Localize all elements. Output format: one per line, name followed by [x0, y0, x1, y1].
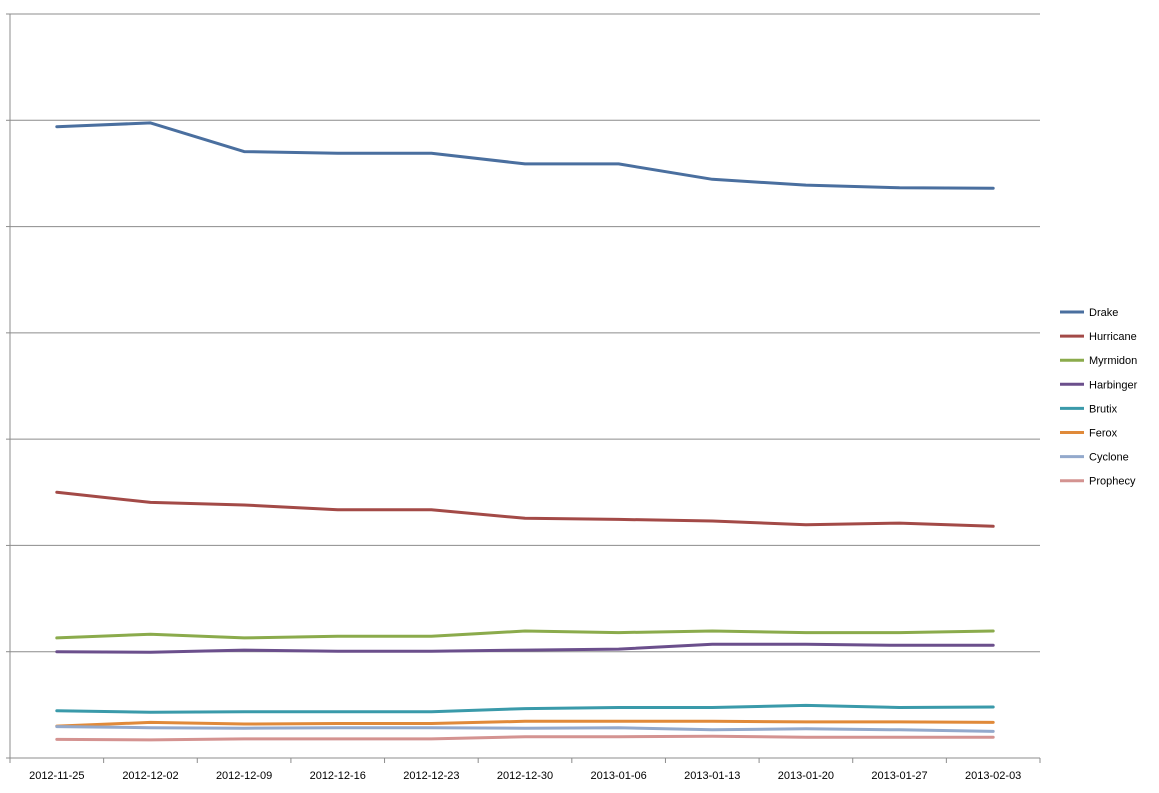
x-tick-label: 2013-01-13 [684, 770, 740, 782]
series-line-prophecy [55, 734, 995, 742]
series-line-drake [55, 121, 995, 190]
x-tick-label: 2013-02-03 [965, 770, 1021, 782]
series-line-ferox [55, 719, 995, 728]
legend-label: Prophecy [1089, 476, 1136, 488]
x-tick-label: 2013-01-27 [871, 770, 927, 782]
x-tick-label: 2012-12-23 [403, 770, 459, 782]
series-line-myrmidon [55, 629, 995, 640]
x-tick-label: 2012-12-09 [216, 770, 272, 782]
x-tick-label: 2012-12-02 [122, 770, 178, 782]
axes [6, 13, 1041, 763]
legend-label: Drake [1089, 307, 1118, 319]
x-tick-label: 2013-01-20 [778, 770, 834, 782]
series-lines [55, 121, 995, 742]
series-line-cyclone [55, 725, 995, 733]
series-line-hurricane [55, 490, 995, 528]
gridlines [10, 13, 1040, 653]
series-line-brutix [55, 703, 995, 714]
legend-label: Ferox [1089, 428, 1118, 440]
x-tick-label: 2012-11-25 [29, 770, 84, 782]
legend: Drake Hurricane Myrmidon Harbinger Brutix Fer… [1060, 307, 1138, 488]
legend-label: Myrmidon [1089, 355, 1137, 367]
x-tick-label: 2012-12-30 [497, 770, 553, 782]
series-line-harbinger [55, 642, 995, 654]
legend-label: Harbinger [1089, 379, 1138, 391]
legend-label: Brutix [1089, 403, 1118, 415]
x-tick-label: 2013-01-06 [590, 770, 646, 782]
legend-label: Cyclone [1089, 452, 1129, 464]
x-tick-label: 2012-12-16 [310, 770, 366, 782]
x-axis-tick-labels: 2012-11-25 2012-12-02 2012-12-09 2012-12-16… [29, 770, 1021, 782]
legend-label: Hurricane [1089, 331, 1137, 343]
